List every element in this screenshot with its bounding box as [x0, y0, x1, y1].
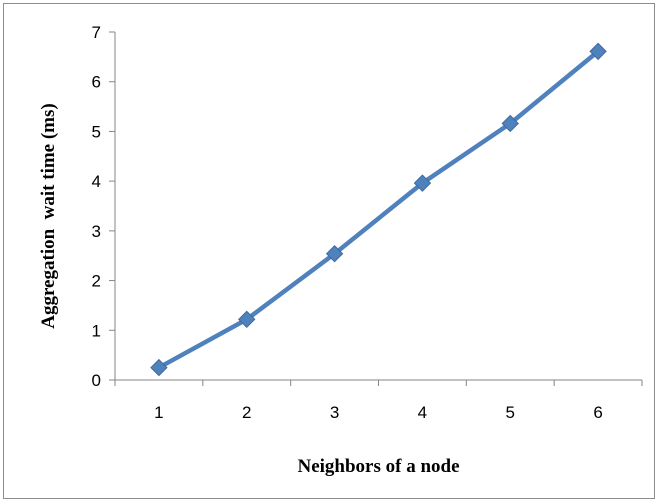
y-ticks: 0 1 2 3 4 5 6 7	[92, 23, 115, 390]
x-tick-label: 4	[418, 403, 427, 422]
data-point-marker	[150, 358, 168, 377]
y-tick-label: 1	[92, 321, 101, 340]
series-line	[156, 49, 601, 370]
data-point-marker	[413, 174, 432, 192]
x-tick-label: 3	[330, 403, 339, 422]
y-tick-label: 0	[92, 371, 101, 390]
x-tick-label: 5	[506, 403, 515, 422]
data-point-marker	[238, 310, 256, 329]
x-tick-label: 6	[593, 403, 602, 422]
y-tick-label: 3	[92, 222, 101, 241]
x-tick-label: 2	[242, 403, 251, 422]
y-tick-label: 2	[92, 272, 101, 291]
data-point-marker	[501, 114, 519, 133]
data-point-marker	[325, 245, 344, 263]
x-ticks: 1 2 3 4 5 6	[114, 380, 643, 422]
y-tick-label: 7	[92, 23, 101, 42]
y-axis-title: Aggregation wait time (ms)	[38, 103, 59, 329]
axes	[114, 32, 642, 381]
x-axis-title: Neighbors of a node	[297, 456, 459, 477]
y-tick-label: 6	[92, 73, 101, 92]
series	[150, 42, 607, 377]
x-tick-label: 1	[154, 403, 163, 422]
y-tick-label: 4	[92, 172, 101, 191]
y-tick-label: 5	[92, 122, 101, 141]
data-point-marker	[589, 42, 607, 61]
